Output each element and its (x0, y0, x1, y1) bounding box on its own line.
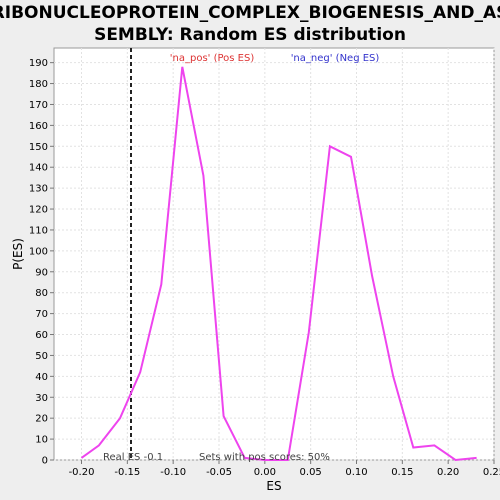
x-tick-label: 0.00 (254, 467, 276, 478)
y-tick-label: 120 (29, 205, 48, 216)
y-tick-label: 170 (29, 100, 48, 111)
grid-lines (54, 48, 495, 461)
y-tick-label: 10 (35, 435, 48, 446)
legend-pos-es: 'na_pos' (Pos ES) (170, 53, 255, 64)
y-tick-label: 0 (42, 456, 48, 467)
y-tick-label: 130 (29, 184, 48, 195)
x-axis-ticks: -0.20 -0.15 -0.10 -0.05 0.00 0.05 0.10 0.15 0.20… (69, 460, 500, 478)
x-tick-label: 0.15 (391, 467, 413, 478)
y-tick-label: 30 (35, 393, 48, 404)
y-tick-label: 140 (29, 163, 48, 174)
y-tick-label: 110 (29, 225, 48, 236)
x-tick-label: 0.25 (483, 467, 500, 478)
es-distribution-line (80, 66, 477, 462)
y-tick-label: 80 (35, 288, 48, 299)
x-tick-label: -0.05 (206, 467, 232, 478)
y-tick-label: 50 (35, 351, 48, 362)
legend-neg-es: 'na_neg' (Neg ES) (291, 53, 380, 64)
y-tick-label: 150 (29, 142, 48, 153)
y-tick-label: 40 (35, 372, 48, 383)
x-tick-label: -0.10 (160, 467, 186, 478)
x-tick-label: -0.15 (114, 467, 140, 478)
chart-title-line1: RIBONUCLEOPROTEIN_COMPLEX_BIOGENESIS_AND… (0, 3, 500, 23)
y-tick-label: 180 (29, 79, 48, 90)
chart-title-line2: SEMBLY: Random ES distribution (94, 25, 406, 45)
x-axis-label: ES (266, 479, 281, 493)
x-tick-label: -0.20 (69, 467, 95, 478)
y-tick-label: 160 (29, 121, 48, 132)
x-tick-label: 0.05 (300, 467, 322, 478)
sets-pos-scores-label: Sets with pos scores: 50% (199, 452, 330, 463)
y-tick-label: 20 (35, 414, 48, 425)
y-tick-label: 60 (35, 330, 48, 341)
y-tick-label: 70 (35, 309, 48, 320)
x-tick-label: 0.10 (345, 467, 367, 478)
y-axis-ticks: 0 10 20 30 40 50 60 70 80 90 100 110 120 130 140 150 160… (29, 58, 54, 467)
x-tick-label: 0.20 (437, 467, 459, 478)
plot-area (53, 47, 495, 461)
real-es-label: Real ES -0.1 (103, 452, 163, 463)
y-tick-label: 90 (35, 267, 48, 278)
y-tick-label: 190 (29, 58, 48, 69)
y-tick-label: 100 (29, 246, 48, 257)
y-axis-label: P(ES) (11, 238, 25, 270)
